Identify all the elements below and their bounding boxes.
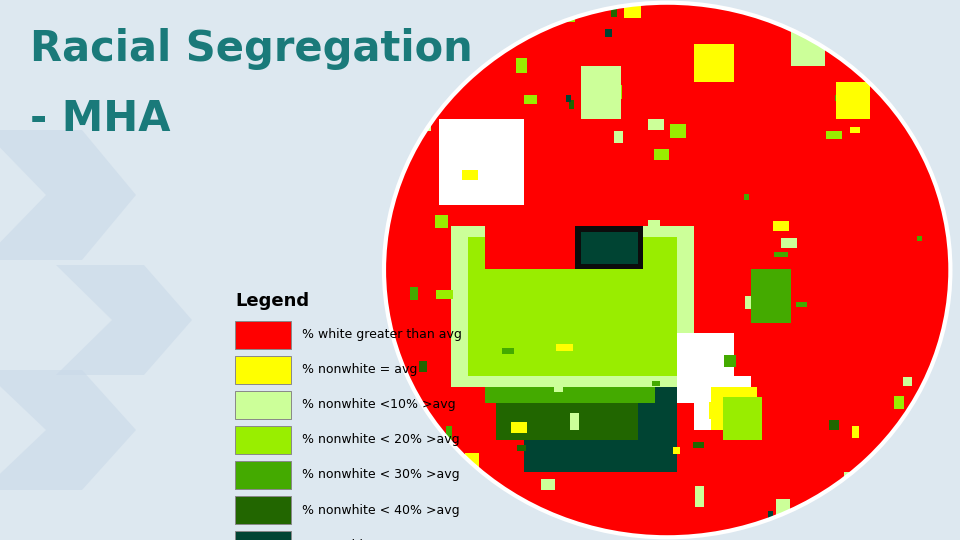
Bar [235,321,291,349]
Bar [235,391,291,419]
Bar [235,426,291,454]
Text: Legend: Legend [235,293,309,310]
Text: % nonwhite <10% >avg: % nonwhite <10% >avg [302,398,456,411]
Text: % nonwhite = avg: % nonwhite = avg [302,363,418,376]
Bar [235,496,291,524]
Text: % nonwhite  > 40% >avg: % nonwhite > 40% >avg [302,538,464,540]
Bar [235,356,291,384]
Polygon shape [0,130,136,260]
Bar [235,531,291,540]
Text: Racial Segregation: Racial Segregation [30,28,472,70]
Text: % nonwhite < 20% >avg: % nonwhite < 20% >avg [302,433,460,447]
Text: - MHA: - MHA [30,98,171,140]
Text: % nonwhite < 40% >avg: % nonwhite < 40% >avg [302,503,460,517]
Bar [235,461,291,489]
Polygon shape [56,265,192,375]
Polygon shape [0,370,136,490]
Text: % white greater than avg: % white greater than avg [302,328,463,341]
Text: % nonwhite < 30% >avg: % nonwhite < 30% >avg [302,468,460,482]
